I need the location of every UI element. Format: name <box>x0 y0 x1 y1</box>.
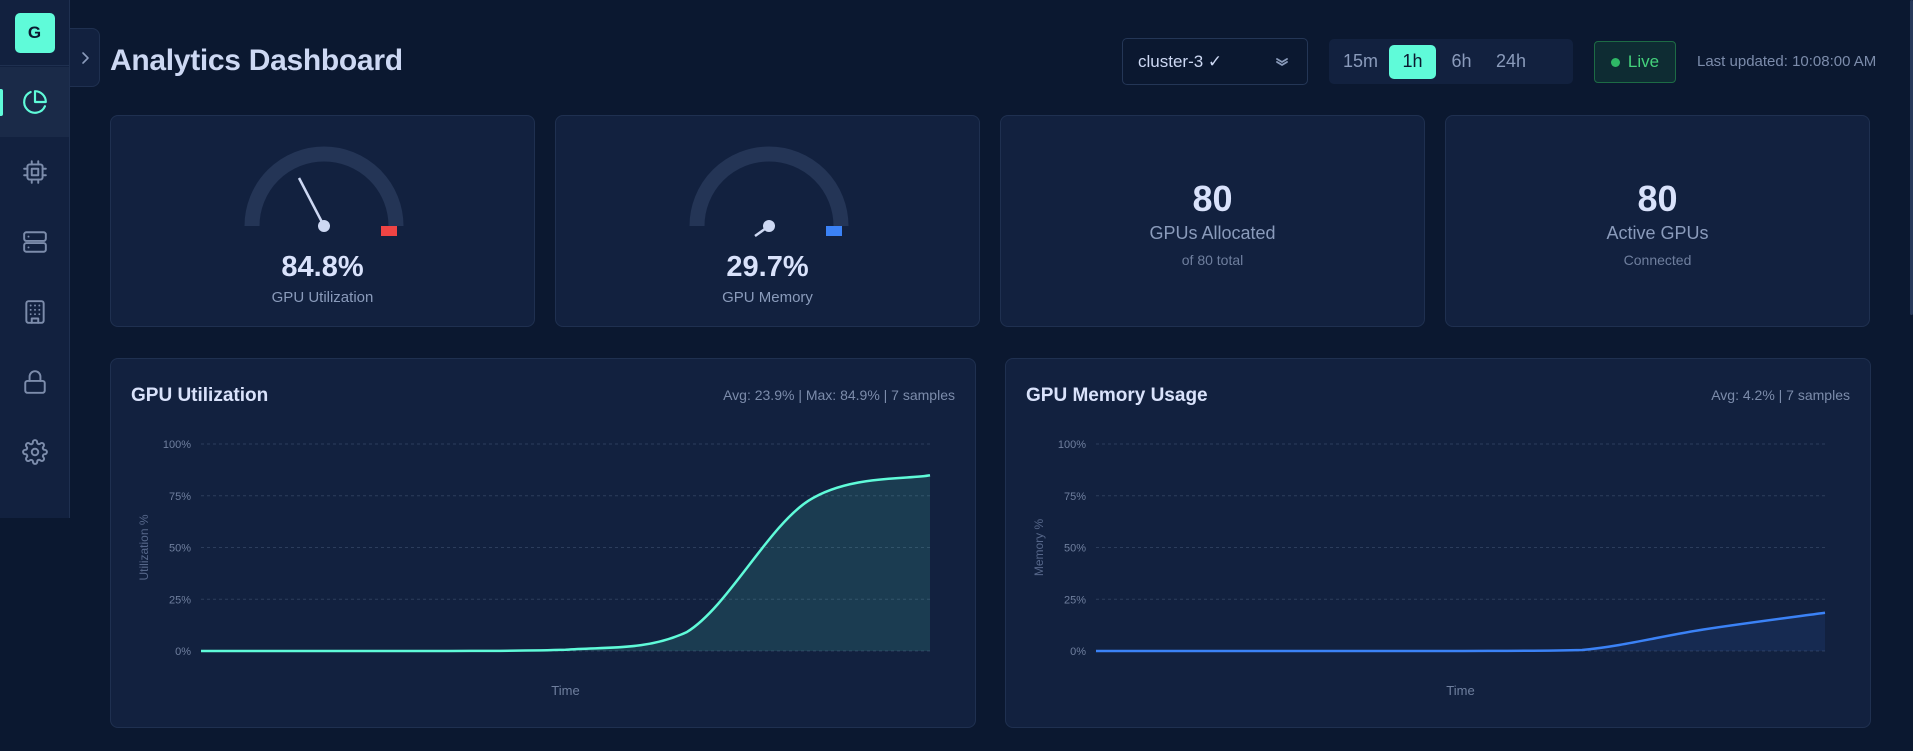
server-icon <box>22 231 47 253</box>
svg-text:0%: 0% <box>175 646 191 658</box>
gpu-memory-value: 29.7% <box>726 251 809 283</box>
svg-text:Time: Time <box>1446 683 1474 698</box>
sidebar-item-organizations[interactable] <box>0 277 69 347</box>
logo[interactable]: G <box>14 12 55 53</box>
chart-meta: Avg: 23.9% | Max: 84.9% | 7 samples <box>723 387 955 403</box>
gpus-allocated-sub: of 80 total <box>1181 252 1244 268</box>
sidebar-item-servers[interactable] <box>0 207 69 277</box>
gpu-utilization-chart[interactable]: 0% 25% 50% 75% 100% Utilization % Time <box>111 359 977 729</box>
svg-text:75%: 75% <box>169 491 191 503</box>
chevron-double-down-icon <box>1276 57 1288 66</box>
live-label: Live <box>1627 52 1660 71</box>
svg-text:25%: 25% <box>169 594 191 606</box>
gpu-utilization-label: GPU Utilization <box>271 289 374 306</box>
sidebar: G <box>0 0 70 518</box>
chart-title: GPU Memory Usage <box>1026 385 1208 406</box>
svg-text:Memory %: Memory % <box>1032 519 1046 577</box>
logo-area: G <box>0 0 69 66</box>
pie-chart-icon <box>22 90 47 114</box>
gear-icon <box>21 439 48 465</box>
gpu-utilization-chart-card: GPU Utilization Avg: 23.9% | Max: 84.9% … <box>110 358 976 728</box>
sidebar-item-gpus[interactable] <box>0 137 69 207</box>
gpu-utilization-gauge <box>244 146 404 236</box>
sidebar-item-analytics[interactable] <box>0 67 69 137</box>
svg-text:100%: 100% <box>163 439 191 451</box>
gpu-utilization-card: 84.8% GPU Utilization <box>110 115 535 327</box>
gpu-memory-chart[interactable]: 0% 25% 50% 75% 100% Memory % Time <box>1006 359 1872 729</box>
svg-text:Utilization %: Utilization % <box>137 514 151 580</box>
sidebar-nav <box>0 66 69 487</box>
building-icon <box>24 300 45 324</box>
svg-text:50%: 50% <box>1064 543 1086 555</box>
live-dot-icon <box>1610 57 1620 67</box>
svg-text:100%: 100% <box>1058 439 1086 451</box>
active-gpus-sub: Connected <box>1623 252 1692 268</box>
gpus-allocated-label: GPUs Allocated <box>1149 223 1276 243</box>
scrollbar-thumb[interactable] <box>1910 0 1913 315</box>
gpu-memory-card: 29.7% GPU Memory <box>555 115 980 327</box>
sidebar-item-security[interactable] <box>0 347 69 417</box>
page-scrollbar[interactable] <box>1909 0 1913 751</box>
active-gpus-label: Active GPUs <box>1606 223 1709 243</box>
gpu-memory-label: GPU Memory <box>722 289 813 306</box>
gpu-memory-chart-card: GPU Memory Usage Avg: 4.2% | 7 samples 0… <box>1005 358 1871 728</box>
svg-text:Time: Time <box>551 683 579 698</box>
sidebar-collapse-button[interactable] <box>70 28 100 87</box>
live-badge: Live <box>1594 41 1676 83</box>
time-range-1h[interactable]: 1h <box>1389 44 1437 79</box>
time-range-15m[interactable]: 15m <box>1343 51 1379 71</box>
chevron-right-icon <box>81 51 89 64</box>
svg-text:0%: 0% <box>1070 646 1086 658</box>
gauge-threshold-marker <box>826 226 842 236</box>
gauge-threshold-marker <box>381 226 397 236</box>
cluster-select-value: cluster-3 ✓ <box>1138 51 1223 71</box>
lock-icon <box>23 370 46 394</box>
active-gpus-card: 80 Active GPUs Connected <box>1445 115 1870 327</box>
svg-text:75%: 75% <box>1064 491 1086 503</box>
gpu-utilization-value: 84.8% <box>281 251 364 283</box>
gpus-allocated-value: 80 <box>1192 178 1233 219</box>
sidebar-item-settings[interactable] <box>0 417 69 487</box>
time-range-selector: 15m 1h 6h 24h <box>1329 39 1573 84</box>
last-updated: Last updated: 10:08:00 AM <box>1697 53 1877 70</box>
cluster-select[interactable]: cluster-3 ✓ <box>1122 38 1308 85</box>
active-gpus-value: 80 <box>1637 178 1678 219</box>
time-range-6h[interactable]: 6h <box>1451 51 1472 71</box>
chart-meta: Avg: 4.2% | 7 samples <box>1711 387 1850 403</box>
time-range-24h[interactable]: 24h <box>1496 51 1527 71</box>
svg-text:25%: 25% <box>1064 594 1086 606</box>
gpus-allocated-card: 80 GPUs Allocated of 80 total <box>1000 115 1425 327</box>
cpu-chip-icon <box>22 160 47 184</box>
svg-text:50%: 50% <box>169 543 191 555</box>
gpu-memory-gauge <box>689 146 849 238</box>
page-title: Analytics Dashboard <box>110 44 403 77</box>
chart-title: GPU Utilization <box>131 385 269 406</box>
